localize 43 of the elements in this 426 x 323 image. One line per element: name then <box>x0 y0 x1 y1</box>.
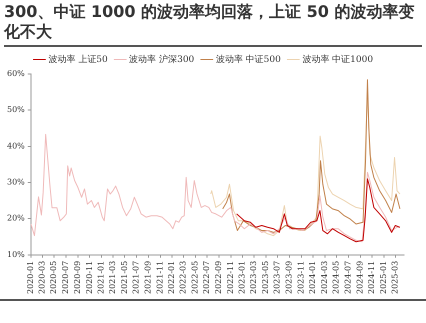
x-tick-label: 2022-01 <box>167 260 176 294</box>
x-tick-label: 2024-03 <box>320 260 329 294</box>
x-tick-label: 2023-05 <box>260 260 270 294</box>
x-tick-label: 2025-03 <box>390 260 400 294</box>
x-tick-label: 2022-05 <box>190 260 200 294</box>
x-tick-label: 2023-09 <box>284 260 294 294</box>
x-tick-label: 2022-03 <box>178 260 188 294</box>
y-tick-label: 10% <box>7 250 26 259</box>
x-tick-label: 2021-09 <box>144 260 153 294</box>
y-tick-label: 60% <box>7 69 26 78</box>
x-tick-label: 2024-07 <box>343 260 352 294</box>
x-tick-label: 2024-09 <box>355 260 364 294</box>
x-tick-label: 2023-01 <box>238 260 247 294</box>
x-tick-label: 2021-03 <box>108 260 117 294</box>
x-tick-label: 2024-01 <box>308 260 318 294</box>
x-tick-label: 2020-01 <box>26 260 35 294</box>
x-tick-label: 2025-01 <box>378 260 388 294</box>
x-tick-label: 2020-11 <box>84 260 94 294</box>
x-tick-label: 2023-11 <box>296 260 306 294</box>
x-tick-label: 2022-11 <box>226 260 235 294</box>
y-tick-label: 20% <box>7 214 26 223</box>
chart-title: 300、中证 1000 的波动率均回落，上证 50 的波动率变化不大 <box>4 2 422 47</box>
x-tick-label: 2020-05 <box>49 260 58 294</box>
x-tick-label: 2020-09 <box>73 260 82 294</box>
y-tick-label: 30% <box>7 178 26 187</box>
legend-label: 波动率 上证50 <box>48 54 108 65</box>
x-tick-label: 2021-01 <box>96 260 106 294</box>
x-tick-label: 2020-07 <box>61 260 70 294</box>
y-tick-label: 50% <box>7 105 26 114</box>
y-tick-label: 40% <box>7 141 26 150</box>
x-tick-label: 2024-11 <box>367 260 376 294</box>
x-tick-label: 2021-11 <box>155 260 164 294</box>
legend-label: 波动率 中证500 <box>216 54 282 65</box>
x-tick-label: 2021-07 <box>132 260 141 294</box>
x-tick-label: 2021-05 <box>120 260 129 294</box>
x-tick-label: 2020-03 <box>37 260 46 294</box>
x-tick-label: 2022-09 <box>214 260 224 294</box>
x-tick-label: 2023-07 <box>272 260 282 294</box>
legend-label: 波动率 沪深300 <box>129 54 195 65</box>
x-tick-label: 2024-05 <box>332 260 341 294</box>
x-tick-label: 2023-03 <box>249 260 258 294</box>
x-tick-label: 2022-07 <box>202 260 212 294</box>
legend-label: 波动率 中证1000 <box>302 54 374 65</box>
